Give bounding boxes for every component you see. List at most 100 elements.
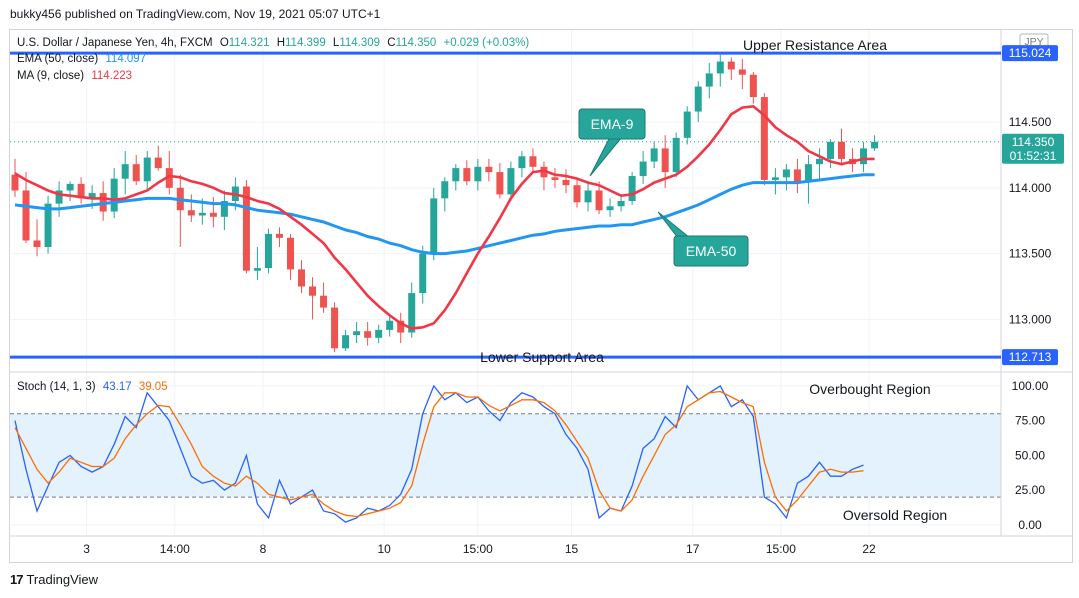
candle-body xyxy=(628,176,636,201)
stoch-k-line[interactable] xyxy=(14,384,864,523)
candle-body xyxy=(275,233,283,238)
legend-close-label: C xyxy=(387,37,395,49)
candle-body xyxy=(22,190,30,241)
candle-body xyxy=(838,141,845,159)
ema50-callout-pointer xyxy=(657,211,692,239)
stoch-tick-label: 50.00 xyxy=(1015,448,1045,462)
candle-body xyxy=(33,240,41,248)
candle-body xyxy=(353,331,361,336)
candle-body xyxy=(661,148,669,173)
lower-support-label: Lower Support Area xyxy=(480,349,604,365)
candle-body xyxy=(716,61,724,74)
candle-body xyxy=(683,111,691,138)
stoch-tick-label: 100.00 xyxy=(1012,379,1049,393)
candle-body xyxy=(209,212,217,217)
candle-body xyxy=(804,164,812,183)
legend-ma-value: 114.223 xyxy=(91,70,132,82)
candle-body xyxy=(474,166,482,182)
candle-body xyxy=(419,253,427,294)
candle-body xyxy=(66,183,74,191)
candle-body xyxy=(705,73,713,87)
stoch-tick-label: 75.00 xyxy=(1015,414,1045,428)
ema50-callout-box xyxy=(673,235,749,267)
legend-ma: MA (9, close) 114.223 xyxy=(17,70,132,82)
legend-ma-label: MA (9, close) xyxy=(17,70,84,82)
ema50-line[interactable] xyxy=(14,173,875,256)
candle-body xyxy=(11,174,19,191)
candle-body xyxy=(452,168,460,182)
candle-body xyxy=(408,293,416,333)
legend-ema: EMA (50, close) 114.097 xyxy=(17,53,146,65)
candle-body xyxy=(595,190,603,211)
upper-level-tag-box xyxy=(1002,45,1058,62)
stoch-band xyxy=(10,413,1001,498)
ma9-line[interactable] xyxy=(14,104,875,330)
legend-high-label: H xyxy=(277,37,285,49)
footer[interactable]: 17 TradingView xyxy=(10,572,98,587)
legend-change: +0.029 (+0.03%) xyxy=(443,37,529,49)
time-tick-label: 17 xyxy=(686,542,700,556)
legend-stoch-d: 39.05 xyxy=(139,381,168,393)
candle-body xyxy=(871,141,879,149)
candle-body xyxy=(749,74,757,98)
candle-body xyxy=(110,178,118,212)
candle-body xyxy=(44,203,52,248)
candle-body xyxy=(485,166,493,173)
legend-line-1: U.S. Dollar / Japanese Yen, 4h, FXCM O11… xyxy=(17,37,529,49)
lower-level-tag-text: 112.713 xyxy=(1009,350,1052,364)
time-tick-label: 14:00 xyxy=(160,542,190,556)
candle-body xyxy=(264,233,272,269)
upper-level-tag-text: 115.024 xyxy=(1009,46,1052,60)
overbought-label: Overbought Region xyxy=(809,381,930,397)
stoch-d-line[interactable] xyxy=(14,390,864,518)
last-price-tag: 114.350 01:52:31 xyxy=(1002,133,1064,164)
ema50-callout[interactable]: EMA-50 xyxy=(657,211,749,267)
candle-body xyxy=(694,86,702,112)
candle-body xyxy=(55,190,63,204)
candle-body xyxy=(617,201,625,207)
time-tick-label: 8 xyxy=(260,542,267,556)
published-caption: bukky456 published on TradingView.com, N… xyxy=(10,7,381,21)
ema9-callout[interactable]: EMA-9 xyxy=(578,108,646,177)
candle-body xyxy=(342,335,350,349)
candle-body xyxy=(298,269,306,287)
candle-body xyxy=(320,295,328,308)
candle-body xyxy=(496,172,504,195)
last-price-tag-box xyxy=(1002,133,1064,164)
candle-body xyxy=(143,157,151,182)
last-price-tag-price: 114.350 xyxy=(1012,135,1055,149)
oversold-label: Oversold Region xyxy=(843,507,947,523)
legend-open-label: O xyxy=(220,37,229,49)
tradingview-logo-icon: 17 xyxy=(10,572,24,587)
legend-close: 114.350 xyxy=(396,37,437,49)
candle-body xyxy=(287,237,294,270)
candle-body xyxy=(309,286,317,296)
candle-body xyxy=(154,157,162,169)
candle-body xyxy=(375,329,383,338)
candle-body xyxy=(606,206,614,211)
time-tick-label: 10 xyxy=(377,542,391,556)
ema9-callout-box xyxy=(578,108,646,140)
time-axis[interactable]: 3 14:00 8 10 15:00 15 17 15:00 22 xyxy=(83,542,876,556)
upper-resistance-label: Upper Resistance Area xyxy=(743,37,887,53)
candle-body xyxy=(430,198,438,254)
candle-body xyxy=(562,179,570,186)
time-tick-label: 15:00 xyxy=(766,542,796,556)
price-tick-label: 113.500 xyxy=(1009,247,1052,261)
price-axis[interactable]: 113.000 113.500 114.000 114.500 xyxy=(1009,115,1052,326)
candle-body xyxy=(132,164,140,182)
candle-body xyxy=(198,212,206,216)
stoch-axis[interactable]: 0.00 25.00 50.00 75.00 100.00 xyxy=(1012,379,1049,532)
candle-body xyxy=(760,97,768,180)
footer-brand: TradingView xyxy=(26,572,99,587)
candle-body xyxy=(187,210,195,216)
upper-level-tag: 115.024 xyxy=(1002,45,1058,62)
ema50-callout-text: EMA-50 xyxy=(686,243,737,259)
legend-high: 114.399 xyxy=(285,37,326,49)
legend-stoch: Stoch (14, 1, 3) 43.17 39.05 xyxy=(17,381,168,393)
candlestick-series[interactable] xyxy=(11,53,879,353)
candle-body xyxy=(220,201,228,217)
lower-level-tag-box xyxy=(1002,349,1058,366)
candle-body xyxy=(397,320,405,333)
